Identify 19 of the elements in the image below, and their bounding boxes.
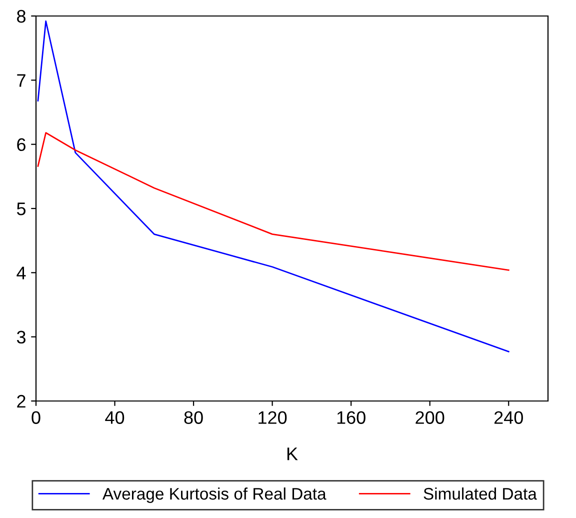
legend-label: Average Kurtosis of Real Data — [102, 487, 326, 503]
x-tick-label: 160 — [337, 411, 366, 424]
y-tick-label: 8 — [17, 10, 26, 23]
x-tick-label: 200 — [416, 411, 444, 424]
y-tick-label: 4 — [16, 266, 26, 280]
x-tick-label: 240 — [494, 411, 523, 424]
y-tick-label: 7 — [17, 74, 26, 87]
y-tick-label: 5 — [16, 202, 26, 216]
y-tick-label: 3 — [16, 330, 26, 344]
line-series — [37, 20, 510, 352]
legend-label: Simulated Data — [424, 487, 537, 500]
y-tick-label: 2 — [17, 394, 26, 408]
x-tick-label: 40 — [105, 411, 124, 424]
y-tick-label: 6 — [17, 138, 26, 152]
x-axis-title: K — [287, 448, 298, 460]
x-tick-label: 120 — [258, 411, 287, 424]
line-series — [37, 132, 510, 271]
x-tick-label: 80 — [184, 411, 203, 424]
x-tick-label: 0 — [32, 411, 40, 424]
